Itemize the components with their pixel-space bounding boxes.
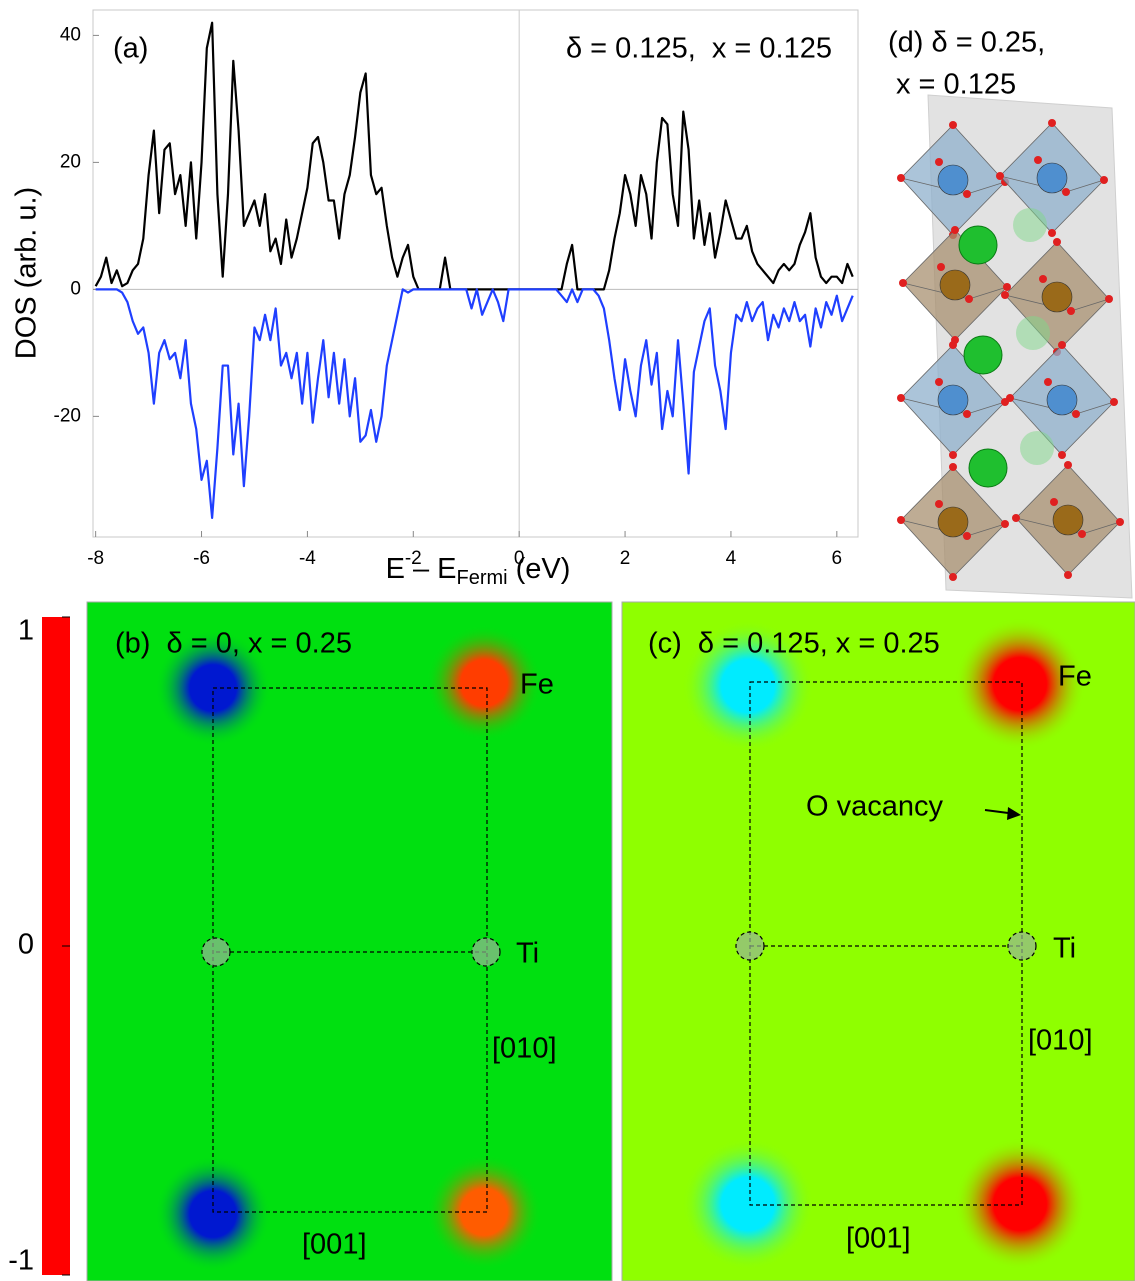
o-atom (949, 573, 957, 581)
annotation: δ = 0.125, x = 0.125 (566, 33, 832, 65)
o-atom (1064, 571, 1072, 579)
o-atom (897, 516, 905, 524)
x-tick-label: 6 (832, 548, 843, 569)
o-atom (937, 263, 945, 271)
site-label: [001] (302, 1229, 367, 1261)
ti-site (736, 932, 764, 960)
o-atom (1034, 156, 1042, 164)
ti-site (202, 938, 230, 966)
panel-title: (d) δ = 0.25, (888, 27, 1045, 59)
moment-spot (954, 1138, 1086, 1270)
b-atom (938, 507, 968, 537)
site-label: Fe (1058, 661, 1092, 693)
o-atom (949, 121, 957, 129)
b-atom (1037, 163, 1067, 193)
o-atom (1012, 514, 1020, 522)
y-tick-label: -20 (54, 405, 81, 426)
site-label: [010] (492, 1033, 557, 1065)
o-atom (996, 172, 1004, 180)
o-atom (1053, 238, 1061, 246)
o-atom (951, 226, 959, 234)
o-atom (1039, 275, 1047, 283)
site-label: Fe (520, 669, 554, 701)
o-atom (1064, 461, 1072, 469)
y-tick-label: 20 (60, 151, 81, 172)
sr-atom (969, 449, 1007, 487)
y-tick-label: 40 (60, 24, 81, 45)
b-atom (938, 385, 968, 415)
b-atom (1047, 385, 1077, 415)
x-tick-label: -8 (87, 548, 104, 569)
moment-spot (682, 1138, 814, 1270)
colorbar-tick-label: -1 (8, 1245, 34, 1277)
b-atom (938, 165, 968, 195)
x-tick-label: -2 (405, 548, 422, 569)
y-tick-label: 0 (70, 278, 81, 299)
moment-spot (155, 1156, 271, 1272)
crystal-structure (897, 95, 1132, 598)
o-atom (1050, 498, 1058, 506)
o-atom (1001, 291, 1009, 299)
o-atom (1048, 229, 1056, 237)
o-atom (949, 463, 957, 471)
o-atom (1048, 119, 1056, 127)
o-atom (1078, 530, 1086, 538)
panel-label: (a) (113, 33, 148, 65)
o-atom (1001, 520, 1009, 528)
o-atom (1072, 410, 1080, 418)
ti-site (472, 938, 500, 966)
x-label-sub: Fermi (457, 567, 508, 589)
o-atom (1062, 188, 1070, 196)
o-atom (935, 500, 943, 508)
site-label: Ti (1053, 933, 1076, 965)
x-tick-label: 4 (726, 548, 737, 569)
site-label: O vacancy (806, 791, 943, 823)
sr-atom (1016, 316, 1050, 350)
panel-title: x = 0.125 (896, 69, 1016, 101)
sr-atom (959, 226, 997, 264)
plot-frame (93, 10, 858, 537)
colorbar-tick-label: 0 (18, 929, 34, 961)
y-axis-label: DOS (arb. u.) (11, 187, 43, 359)
x-tick-label: -4 (299, 548, 316, 569)
b-atom (1053, 505, 1083, 535)
o-atom (965, 295, 973, 303)
o-atom (963, 532, 971, 540)
x-tick-label: -6 (193, 548, 210, 569)
o-atom (1006, 394, 1014, 402)
b-atom (940, 270, 970, 300)
ti-site (1008, 932, 1036, 960)
o-atom (897, 394, 905, 402)
panel-title: (b) δ = 0, x = 0.25 (115, 628, 352, 660)
site-label: [010] (1028, 1025, 1093, 1057)
x-tick-label: 0 (514, 548, 525, 569)
o-atom (1058, 341, 1066, 349)
sr-atom (964, 336, 1002, 374)
o-atom (1110, 398, 1118, 406)
o-atom (935, 378, 943, 386)
site-label: [001] (846, 1223, 911, 1255)
o-atom (897, 174, 905, 182)
o-atom (1100, 176, 1108, 184)
sr-atom (1013, 208, 1047, 242)
o-atom (963, 410, 971, 418)
b-atom (1042, 282, 1072, 312)
o-atom (949, 451, 957, 459)
o-atom (1105, 295, 1113, 303)
sr-atom (1020, 431, 1054, 465)
colorbar-tick-label: 1 (18, 615, 34, 647)
o-atom (1116, 518, 1124, 526)
o-atom (899, 279, 907, 287)
site-label: Ti (516, 938, 539, 970)
o-atom (1067, 307, 1075, 315)
o-atom (1044, 378, 1052, 386)
o-atom (1058, 451, 1066, 459)
o-atom (935, 158, 943, 166)
panel-title: (c) δ = 0.125, x = 0.25 (648, 628, 940, 660)
o-atom (963, 190, 971, 198)
x-tick-label: 2 (620, 548, 631, 569)
figure: (a) δ = 0.125, x = 0.125 DOS (arb. u.) E… (0, 0, 1135, 1281)
o-atom (949, 341, 957, 349)
